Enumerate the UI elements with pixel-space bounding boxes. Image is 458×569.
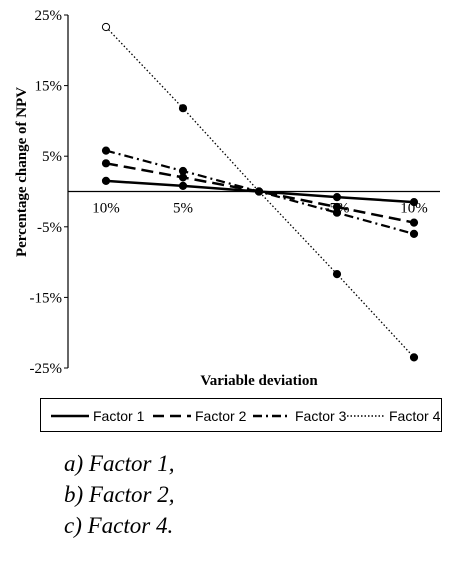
x-tick-label: -5% [325, 201, 350, 217]
y-tick-label: -25% [30, 361, 63, 377]
legend-swatch-dashed [153, 414, 191, 418]
series-layer [101, 22, 419, 362]
legend-swatch-dotted [347, 415, 385, 417]
caption-line: c) Factor 4. [64, 513, 174, 538]
chart: 25% 15% 5% -5% -15% -25% 10% 5% -5% 10% Variable … [14, 8, 440, 389]
legend-swatch-dashdot [253, 414, 291, 418]
data-point [178, 166, 188, 176]
data-point [409, 229, 419, 238]
legend-item-factor-2: Factor 2 [153, 407, 246, 425]
y-tick-label: -15% [30, 290, 63, 306]
tick-labels: 25% 15% 5% -5% -15% -25% 10% 5% -5% 10% [30, 8, 428, 377]
figure-caption: a) Factor 1, b) Factor 2, c) Factor 4. [64, 448, 175, 541]
x-tick-label: 10% [400, 201, 428, 217]
x-tick-label: 10% [92, 201, 120, 217]
y-tick-label: -5% [37, 220, 62, 236]
y-tick-label: 5% [42, 149, 62, 165]
data-point [254, 187, 264, 196]
caption-line: b) Factor 2, [64, 482, 175, 507]
legend-label: Factor 2 [195, 408, 247, 424]
caption-line: a) Factor 1, [64, 451, 175, 476]
data-point [178, 104, 188, 113]
data-point [332, 208, 342, 217]
data-point [101, 146, 111, 155]
y-tick-label: 25% [35, 8, 63, 24]
x-axis-title: Variable deviation [200, 373, 318, 389]
legend-label: Factor 4 [389, 408, 441, 424]
data-point [409, 198, 419, 207]
x-tick-label: 5% [173, 201, 193, 217]
data-point [332, 270, 342, 279]
legend-item-factor-1: Factor 1 [51, 407, 144, 425]
data-point [101, 176, 111, 185]
data-point [178, 181, 188, 190]
series-line [105, 26, 415, 358]
y-tick-label: 15% [35, 79, 63, 95]
data-point [332, 193, 342, 202]
legend: Factor 1 Factor 2 Factor 3 Factor 4 [40, 398, 442, 432]
legend-item-factor-3: Factor 3 [253, 407, 346, 425]
legend-swatch-solid [51, 414, 89, 418]
data-point [409, 218, 419, 227]
data-point [101, 159, 111, 168]
legend-label: Factor 3 [295, 408, 347, 424]
data-point [101, 22, 111, 32]
data-point [409, 353, 419, 362]
y-axis-title: Percentage change of NPV [14, 87, 30, 257]
series-factor-4 [101, 22, 419, 362]
legend-label: Factor 1 [93, 408, 145, 424]
legend-item-factor-4: Factor 4 [347, 407, 440, 425]
